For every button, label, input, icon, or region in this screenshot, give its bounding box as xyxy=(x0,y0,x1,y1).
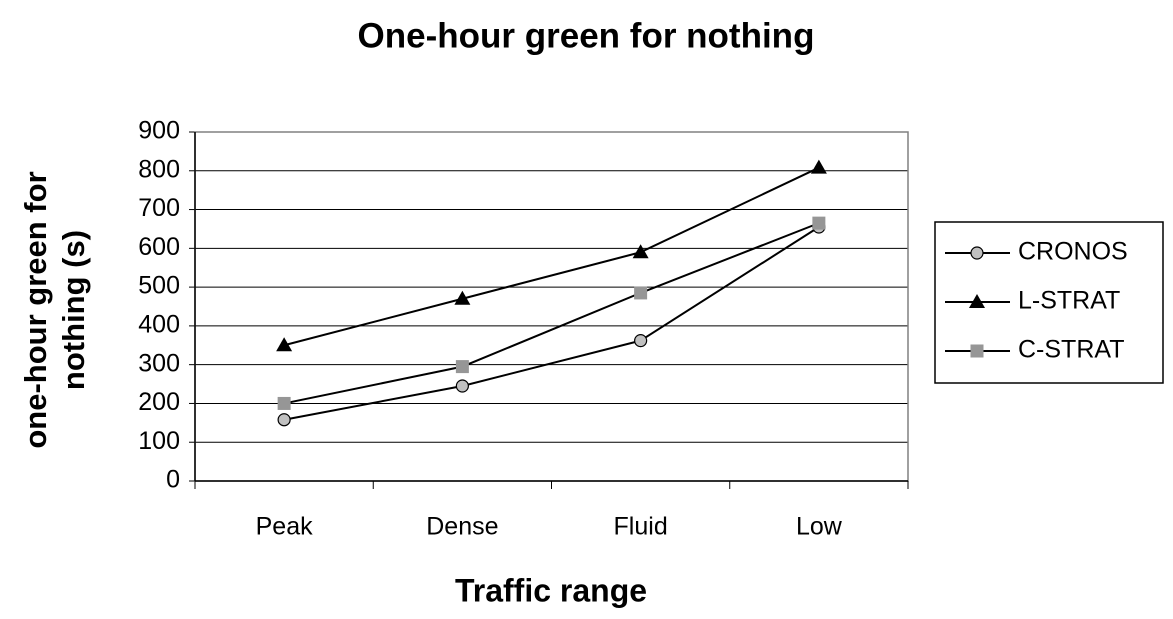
y-axis-label: one-hour green fornothing (s) xyxy=(18,171,91,448)
marker xyxy=(632,244,649,259)
x-tick-label: Fluid xyxy=(614,513,668,541)
y-tick-label: 500 xyxy=(138,272,180,300)
y-tick-label: 100 xyxy=(138,427,180,455)
x-tick-label: Dense xyxy=(426,513,498,541)
y-tick-label: 800 xyxy=(138,155,180,183)
series-line xyxy=(283,222,820,405)
legend-label: CRONOS xyxy=(1018,238,1128,266)
y-tick-label: 600 xyxy=(138,233,180,261)
marker xyxy=(812,216,826,230)
y-tick-label: 200 xyxy=(138,388,180,416)
y-tick-label: 900 xyxy=(138,117,180,145)
legend-marker xyxy=(970,344,984,358)
legend-marker xyxy=(969,294,985,308)
y-tick-label: 700 xyxy=(138,194,180,222)
y-tick-label: 300 xyxy=(138,349,180,377)
plot-border xyxy=(194,131,909,482)
series-line xyxy=(283,226,820,421)
marker xyxy=(277,396,291,410)
series-line xyxy=(283,166,820,347)
marker xyxy=(634,286,648,300)
marker xyxy=(454,290,471,305)
y-tick-label: 0 xyxy=(166,466,180,494)
marker xyxy=(277,413,291,427)
legend-label: L-STRAT xyxy=(1018,287,1120,315)
marker xyxy=(276,337,293,352)
x-tick-label: Peak xyxy=(256,513,313,541)
legend-marker xyxy=(970,246,984,260)
marker xyxy=(634,334,648,348)
marker xyxy=(810,159,827,174)
marker xyxy=(455,360,469,374)
x-axis-label: Traffic range xyxy=(455,572,647,608)
y-tick-label: 400 xyxy=(138,310,180,338)
legend-label: C-STRAT xyxy=(1018,336,1124,364)
chart-title: One-hour green for nothing xyxy=(358,16,815,55)
x-tick-label: Low xyxy=(796,513,843,541)
marker xyxy=(455,379,469,393)
